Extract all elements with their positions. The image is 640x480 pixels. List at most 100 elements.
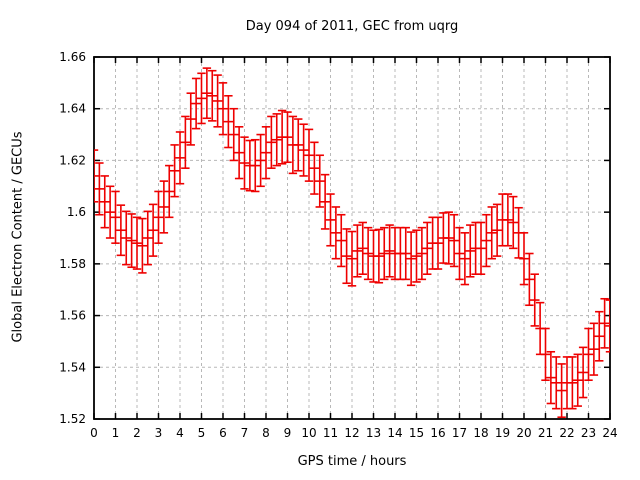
error-bar bbox=[164, 164, 175, 219]
error-bar bbox=[121, 210, 132, 266]
error-bar bbox=[411, 229, 422, 283]
x-tick-label: 23 bbox=[581, 426, 596, 440]
error-bar bbox=[589, 322, 599, 376]
error-bar bbox=[486, 206, 497, 260]
error-bar bbox=[572, 353, 583, 407]
x-tick-label: 24 bbox=[602, 426, 617, 440]
x-tick-label: 21 bbox=[538, 426, 553, 440]
x-tick-label: 17 bbox=[452, 426, 467, 440]
x-tick-label: 3 bbox=[155, 426, 163, 440]
error-bar bbox=[105, 185, 115, 239]
error-bar bbox=[449, 213, 459, 268]
error-bar bbox=[293, 118, 304, 172]
x-tick-label: 14 bbox=[387, 426, 402, 440]
error-bar bbox=[357, 221, 368, 276]
x-axis-label: GPS time / hours bbox=[297, 454, 407, 469]
error-bar bbox=[379, 226, 390, 281]
error-bar bbox=[212, 74, 223, 128]
error-bar bbox=[551, 356, 562, 410]
error-bar bbox=[116, 204, 126, 257]
error-bar bbox=[159, 180, 169, 234]
error-bar bbox=[223, 94, 234, 149]
error-bar bbox=[406, 231, 416, 287]
error-bar bbox=[261, 126, 271, 180]
x-tick-label: 16 bbox=[430, 426, 445, 440]
error-bar bbox=[519, 232, 529, 286]
error-bar bbox=[304, 128, 314, 182]
error-bar bbox=[546, 350, 556, 405]
error-bar bbox=[460, 232, 470, 286]
error-bar bbox=[271, 113, 282, 167]
x-tick-label: 11 bbox=[323, 426, 338, 440]
error-bar bbox=[250, 138, 261, 193]
error-bar bbox=[239, 136, 250, 190]
error-bar bbox=[540, 327, 551, 382]
x-tick-label: 4 bbox=[176, 426, 184, 440]
error-bar bbox=[218, 82, 228, 136]
error-bar bbox=[282, 111, 293, 164]
x-tick-label: 18 bbox=[473, 426, 488, 440]
error-bar bbox=[153, 190, 164, 244]
error-bar bbox=[454, 226, 465, 281]
error-bar bbox=[508, 195, 519, 250]
chart-title: Day 094 of 2011, GEC from uqrg bbox=[245, 19, 459, 34]
error-bar bbox=[352, 224, 363, 278]
error-bar bbox=[180, 115, 191, 169]
error-bar bbox=[169, 144, 180, 198]
error-bar bbox=[202, 67, 212, 120]
error-bar bbox=[529, 273, 540, 327]
error-bar bbox=[255, 133, 266, 188]
error-bar bbox=[148, 203, 158, 257]
error-bar bbox=[384, 224, 395, 278]
series-gec-from-uqrg bbox=[94, 67, 610, 418]
error-bar bbox=[132, 216, 142, 270]
error-bar bbox=[594, 310, 605, 362]
x-tick-label: 15 bbox=[409, 426, 424, 440]
error-bar bbox=[331, 206, 341, 260]
x-tick-label: 13 bbox=[366, 426, 381, 440]
plot-border bbox=[93, 56, 611, 420]
y-tick-label: 1.62 bbox=[59, 153, 86, 167]
x-tick-label: 5 bbox=[198, 426, 206, 440]
error-bar bbox=[234, 126, 244, 180]
tick-labels: 0 1 2 3 4 5 6 7 8 9 10 11 12 13 14 15 16 17 18 19 20 21 22 23 24… bbox=[59, 50, 617, 440]
error-bar bbox=[94, 162, 105, 216]
x-tick-label: 1 bbox=[112, 426, 120, 440]
error-bar bbox=[492, 203, 502, 257]
error-bar bbox=[422, 221, 433, 276]
error-bar bbox=[374, 228, 384, 284]
y-tick-label: 1.56 bbox=[59, 309, 86, 323]
error-bar bbox=[110, 190, 121, 244]
error-bar bbox=[556, 363, 567, 418]
error-bar bbox=[347, 230, 357, 287]
y-axis-label: Global Electron Content / GECUs bbox=[10, 131, 26, 343]
error-bar bbox=[578, 346, 588, 399]
error-bar bbox=[341, 228, 352, 285]
error-bar bbox=[503, 193, 513, 247]
y-tick-label: 1.6 bbox=[67, 205, 86, 219]
y-tick-label: 1.52 bbox=[59, 412, 86, 426]
error-bar bbox=[142, 210, 153, 266]
x-tick-label: 8 bbox=[262, 426, 270, 440]
error-bar bbox=[336, 213, 347, 268]
error-bar bbox=[314, 154, 325, 208]
error-bar bbox=[228, 107, 239, 162]
error-bar bbox=[417, 226, 427, 281]
x-tick-label: 22 bbox=[559, 426, 574, 440]
x-tick-label: 20 bbox=[516, 426, 531, 440]
error-bar bbox=[400, 226, 411, 281]
error-bar bbox=[185, 92, 196, 146]
x-tick-label: 12 bbox=[344, 426, 359, 440]
x-tick-label: 6 bbox=[219, 426, 227, 440]
error-bar bbox=[363, 226, 373, 281]
error-bar bbox=[126, 213, 137, 269]
error-bar bbox=[599, 297, 610, 349]
error-bar bbox=[191, 77, 201, 130]
axis-ticks bbox=[93, 56, 611, 420]
y-tick-label: 1.66 bbox=[59, 50, 86, 64]
x-tick-label: 9 bbox=[284, 426, 292, 440]
error-bar bbox=[207, 69, 218, 122]
x-tick-label: 19 bbox=[495, 426, 510, 440]
error-bar bbox=[605, 299, 610, 353]
error-bar bbox=[567, 356, 578, 410]
